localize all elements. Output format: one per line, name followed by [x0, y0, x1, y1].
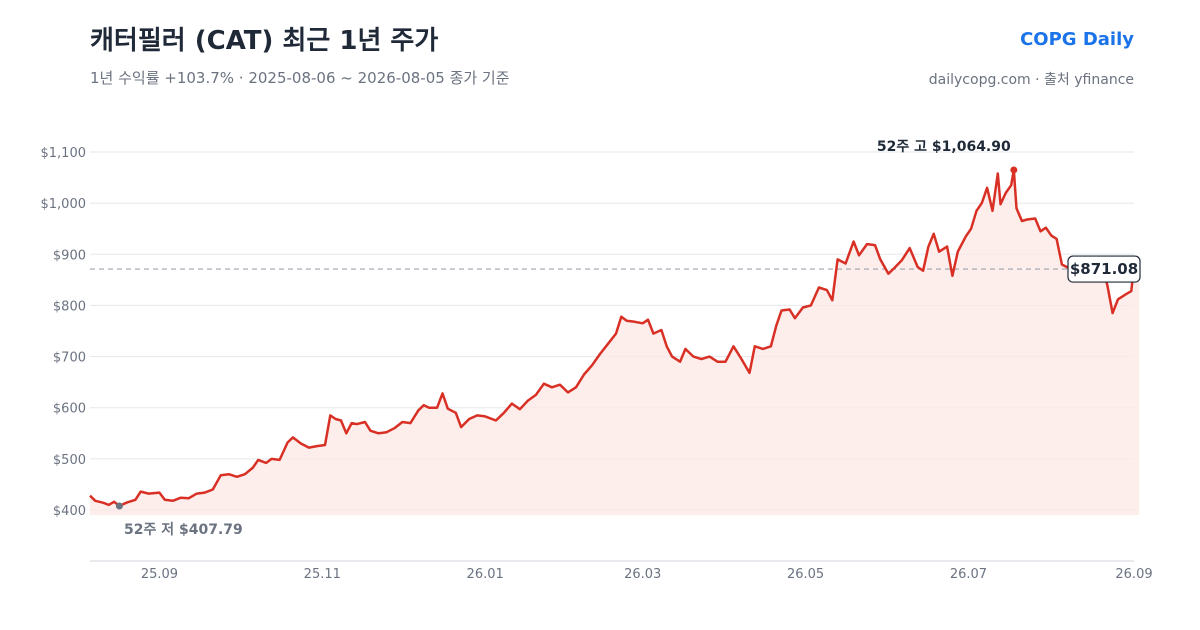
x-axis-ticks: 25.09 25.11 26.01 26.03 26.05 26.07 26.09 [141, 567, 1153, 582]
y-tick-label: $500 [53, 453, 86, 468]
x-tick-label: 25.11 [304, 567, 341, 582]
y-tick-label: $1,000 [41, 197, 87, 212]
low-annotation: 52주 저 $407.79 [124, 522, 243, 538]
low-marker [115, 502, 123, 510]
x-tick-label: 26.01 [467, 567, 504, 582]
price-line [89, 168, 1141, 508]
high-annotation: 52주 고 $1,064.90 [877, 139, 1011, 155]
price-area-fill [90, 169, 1140, 515]
x-tick-label: 26.07 [950, 567, 987, 582]
source-note: dailycopg.com · 출처 yfinance [928, 72, 1134, 88]
x-tick-label: 26.05 [787, 567, 824, 582]
y-tick-label: $900 [53, 248, 86, 263]
y-tick-label: $800 [53, 299, 86, 314]
chart-subtitle: 1년 수익률 +103.7% · 2025-08-06 ~ 2026-08-05… [90, 69, 510, 87]
last-price-badge [1067, 255, 1141, 283]
chart-title: 캐터필러 (CAT) 최근 1년 주가 [90, 26, 439, 56]
y-tick-label: $700 [53, 351, 86, 366]
x-tick-label: 26.09 [1115, 567, 1152, 582]
high-marker [1010, 166, 1018, 174]
last-price-label: $871.08 [1070, 260, 1138, 278]
brand-link[interactable]: COPG Daily [1020, 29, 1134, 50]
y-axis-ticks: $400 $500 $600 $700 $800 $900 $1,000 $1,100 [41, 146, 87, 519]
x-tick-label: 25.09 [141, 567, 178, 582]
y-tick-label: $400 [53, 504, 86, 519]
x-tick-label: 26.03 [624, 567, 661, 582]
y-tick-label: $1,100 [41, 146, 87, 161]
y-tick-label: $600 [53, 402, 86, 417]
